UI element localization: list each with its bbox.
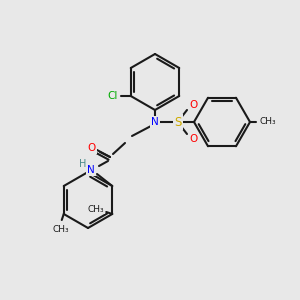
Text: O: O	[189, 134, 197, 144]
Text: H: H	[79, 159, 87, 169]
Text: O: O	[189, 100, 197, 110]
Text: N: N	[151, 117, 159, 127]
Text: CH₃: CH₃	[88, 205, 105, 214]
Text: O: O	[88, 143, 96, 153]
Text: Cl: Cl	[108, 91, 118, 101]
Text: N: N	[87, 165, 95, 175]
Text: CH₃: CH₃	[260, 118, 276, 127]
Text: S: S	[174, 116, 182, 128]
Text: CH₃: CH₃	[52, 226, 69, 235]
